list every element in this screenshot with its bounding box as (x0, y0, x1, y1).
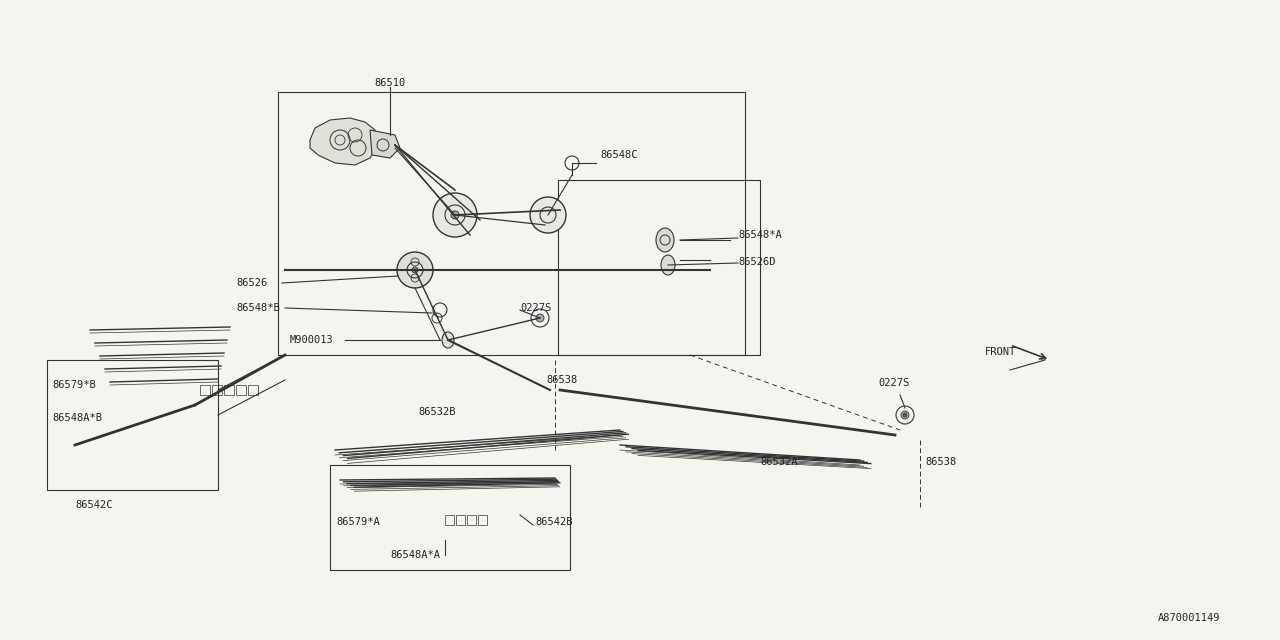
Bar (278, 92, 745, 355)
Bar (224, 385, 234, 395)
Circle shape (433, 193, 477, 237)
Text: 86542B: 86542B (535, 517, 572, 527)
Text: 86548*A: 86548*A (739, 230, 782, 240)
Ellipse shape (442, 332, 454, 348)
Bar (477, 515, 486, 525)
Bar (236, 385, 246, 395)
Text: 86548C: 86548C (600, 150, 637, 160)
Text: M900013: M900013 (291, 335, 334, 345)
Circle shape (412, 267, 419, 273)
Bar (467, 515, 476, 525)
Text: 86532B: 86532B (419, 407, 456, 417)
Text: 86538: 86538 (547, 375, 577, 385)
Circle shape (901, 411, 909, 419)
Ellipse shape (660, 255, 675, 275)
Text: 86548A*B: 86548A*B (52, 413, 102, 423)
Circle shape (397, 252, 433, 288)
Polygon shape (370, 130, 399, 158)
Bar (248, 385, 259, 395)
Text: A870001149: A870001149 (1157, 613, 1220, 623)
Ellipse shape (657, 228, 675, 252)
Text: 0227S: 0227S (878, 378, 909, 388)
Text: 86510: 86510 (374, 78, 406, 88)
Text: 86538: 86538 (925, 457, 956, 467)
Text: 0227S: 0227S (520, 303, 552, 313)
Text: 86526D: 86526D (739, 257, 776, 267)
Circle shape (536, 314, 544, 322)
Circle shape (530, 197, 566, 233)
Text: 86579*A: 86579*A (335, 517, 380, 527)
Circle shape (451, 211, 460, 219)
Bar (558, 180, 760, 355)
Bar (445, 515, 454, 525)
Text: FRONT: FRONT (986, 347, 1016, 357)
Text: 86579*B: 86579*B (52, 380, 96, 390)
Polygon shape (310, 118, 378, 165)
Bar (200, 385, 210, 395)
Bar (456, 515, 465, 525)
Bar (47, 360, 218, 490)
Text: 86532A: 86532A (760, 457, 797, 467)
Text: 86548*B: 86548*B (236, 303, 280, 313)
Circle shape (902, 413, 908, 417)
Text: 86526: 86526 (236, 278, 268, 288)
Text: 86548A*A: 86548A*A (390, 550, 440, 560)
Text: 86542C: 86542C (76, 500, 113, 510)
Bar (212, 385, 221, 395)
Bar (330, 465, 570, 570)
